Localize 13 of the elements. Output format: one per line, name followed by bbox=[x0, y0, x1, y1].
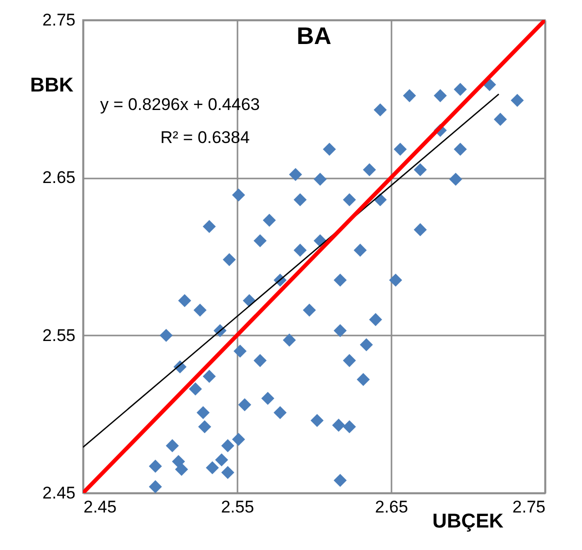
x-tick-label: 2.75 bbox=[512, 498, 546, 516]
chart-title: BA bbox=[296, 23, 332, 50]
y-axis-title: BBK bbox=[30, 74, 74, 96]
y-tick-label: 2.55 bbox=[42, 326, 76, 345]
y-tick-label: 2.65 bbox=[42, 168, 76, 188]
x-tick-label: 2.55 bbox=[220, 498, 254, 516]
x-tick-label: 2.45 bbox=[84, 498, 117, 516]
annotation: y = 0.8296x + 0.4463 bbox=[100, 95, 260, 114]
y-tick-label: 2.75 bbox=[42, 10, 76, 30]
x-tick-label: 2.65 bbox=[374, 498, 408, 516]
x-axis-title: UBÇEK bbox=[432, 510, 504, 532]
annotation: R² = 0.6384 bbox=[160, 128, 250, 147]
y-tick-label: 2.45 bbox=[42, 484, 76, 502]
